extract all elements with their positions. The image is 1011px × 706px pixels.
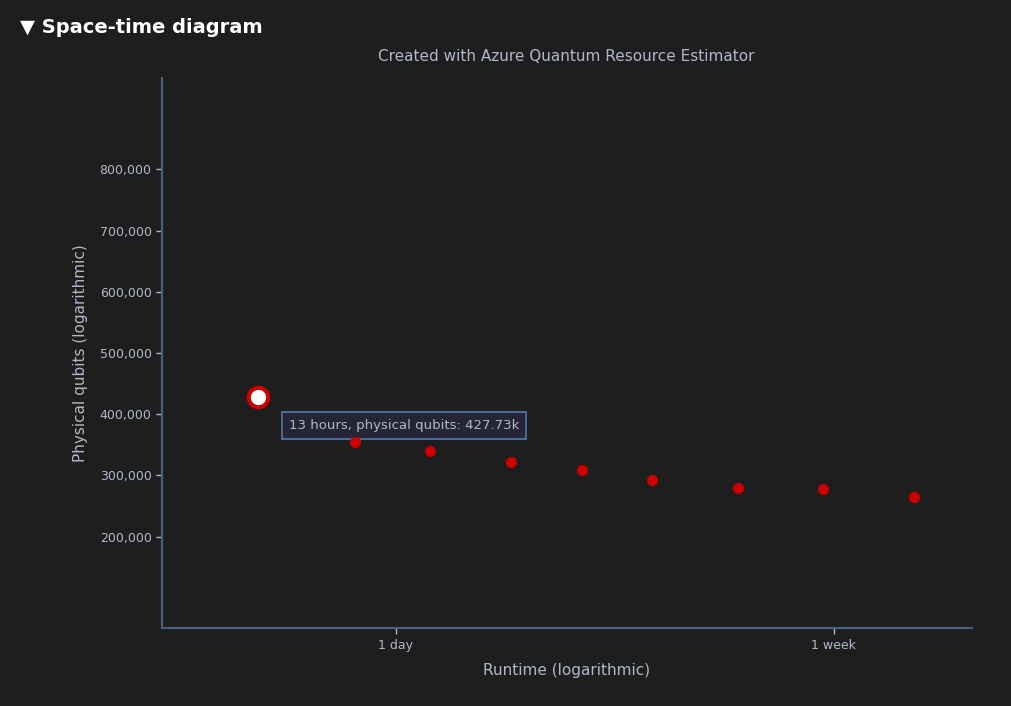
Title: Created with Azure Quantum Resource Estimator: Created with Azure Quantum Resource Esti… bbox=[378, 49, 754, 64]
Y-axis label: Physical qubits (logarithmic): Physical qubits (logarithmic) bbox=[74, 244, 88, 462]
Text: ▼ Space-time diagram: ▼ Space-time diagram bbox=[20, 18, 263, 37]
Text: 13 hours, physical qubits: 427.73k: 13 hours, physical qubits: 427.73k bbox=[289, 419, 519, 432]
X-axis label: Runtime (logarithmic): Runtime (logarithmic) bbox=[482, 663, 650, 678]
